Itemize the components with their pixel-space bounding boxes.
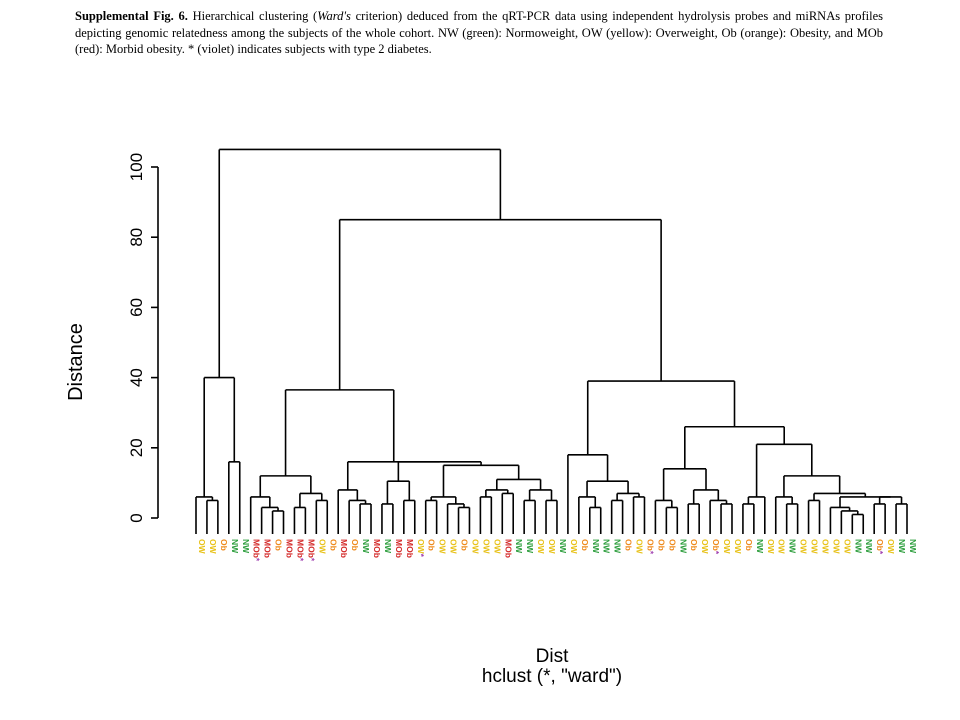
leaf-label: Ob	[274, 539, 284, 551]
leaf-label: Ob	[580, 539, 590, 551]
leaf-label: OW	[831, 539, 841, 555]
leaf-labels: OW OW Ob NW NW MOb*MOb Ob MOb MOb*MOb*OW Ob MOb Ob N…	[197, 539, 918, 562]
leaf-label: OW	[842, 539, 852, 555]
leaf-label: OW	[317, 539, 327, 555]
leaf-label: OW	[635, 539, 645, 555]
y-axis: 0 20 40 60 80 100	[127, 153, 159, 523]
leaf-label: MOb	[394, 539, 404, 558]
leaf-label: NW	[602, 539, 612, 554]
leaf-label: MOb	[285, 539, 295, 558]
leaf-label: MOb	[263, 539, 273, 558]
leaf-label: OW	[733, 539, 743, 555]
leaf-label: NW	[613, 539, 623, 554]
leaf-label: OW	[777, 539, 787, 555]
leaf-label: OW	[536, 539, 546, 555]
leaf-label: MOb	[372, 539, 382, 558]
leaf-label: Ob	[689, 539, 699, 551]
y-axis-label: Distance	[65, 323, 87, 401]
caption-label: Supplemental Fig. 6.	[75, 9, 188, 23]
leaf-label: OW	[438, 539, 448, 555]
leaf-label: OW	[799, 539, 809, 555]
leaf-label: NW	[383, 539, 393, 554]
leaf-label: Ob	[624, 539, 634, 551]
leaf-label: MOb*	[252, 539, 262, 562]
leaf-label: MOb*	[306, 539, 316, 562]
figure-caption: Supplemental Fig. 6. Hierarchical cluste…	[75, 8, 883, 58]
leaf-label: NW	[853, 539, 863, 554]
leaf-label: Ob	[460, 539, 470, 551]
leaf-label: NW	[591, 539, 601, 554]
leaf-label: OW	[722, 539, 732, 555]
leaf-label: NW	[788, 539, 798, 554]
leaf-label: OW	[886, 539, 896, 555]
x-axis-label: Dist	[536, 646, 569, 667]
leaf-label: Ob	[667, 539, 677, 551]
leaf-label: OW	[810, 539, 820, 555]
leaf-label: NW	[897, 539, 907, 554]
leaf-label: Ob	[219, 539, 229, 551]
y-tick-label: 40	[127, 368, 146, 387]
leaf-label: OW	[197, 539, 207, 555]
leaf-label: Ob*	[645, 539, 655, 555]
leaf-label: OW	[481, 539, 491, 555]
leaf-label: OW	[700, 539, 710, 555]
caption-text-post: criterion) deduced from the qRT-PCR data…	[75, 9, 883, 56]
leaf-label: Ob	[744, 539, 754, 551]
y-tick-label: 60	[127, 298, 146, 317]
leaf-label: Ob	[427, 539, 437, 551]
leaf-label: MOb	[339, 539, 349, 558]
leaf-label: OW	[547, 539, 557, 555]
y-tick-label: 0	[127, 513, 146, 522]
dendrogram-tree	[195, 148, 908, 534]
method-label: hclust (*, "ward")	[482, 666, 622, 687]
leaf-label: OW	[470, 539, 480, 555]
leaf-label: NW	[908, 539, 918, 554]
leaf-label: Ob	[656, 539, 666, 551]
y-tick-label: 20	[127, 438, 146, 457]
leaf-label: NW	[755, 539, 765, 554]
leaf-label: Ob	[328, 539, 338, 551]
leaf-label: MOb*	[295, 539, 305, 562]
leaf-label: MOb	[405, 539, 415, 558]
leaf-label: OW	[492, 539, 502, 555]
caption-text-pre: Hierarchical clustering (	[187, 9, 318, 23]
y-tick-label: 80	[127, 228, 146, 247]
leaf-label: OW*	[416, 539, 426, 558]
leaf-label: NW	[864, 539, 874, 554]
y-tick-label: 100	[127, 153, 146, 181]
leaf-label: NW	[230, 539, 240, 554]
leaf-label: OW	[569, 539, 579, 555]
leaf-label: Ob*	[711, 539, 721, 555]
leaf-label: NW	[678, 539, 688, 554]
leaf-label: Ob	[350, 539, 360, 551]
leaf-label: MOb	[503, 539, 513, 558]
leaf-label: OW	[208, 539, 218, 555]
leaf-label: NW	[514, 539, 524, 554]
leaf-label: NW	[241, 539, 251, 554]
caption-text-italic: Ward's	[317, 9, 351, 23]
leaf-label: NW	[558, 539, 568, 554]
leaf-label: Ob*	[875, 539, 885, 555]
leaf-label: OW	[820, 539, 830, 555]
leaf-label: NW	[361, 539, 371, 554]
leaf-label: OW	[449, 539, 459, 555]
leaf-label: NW	[525, 539, 535, 554]
leaf-label: OW	[766, 539, 776, 555]
